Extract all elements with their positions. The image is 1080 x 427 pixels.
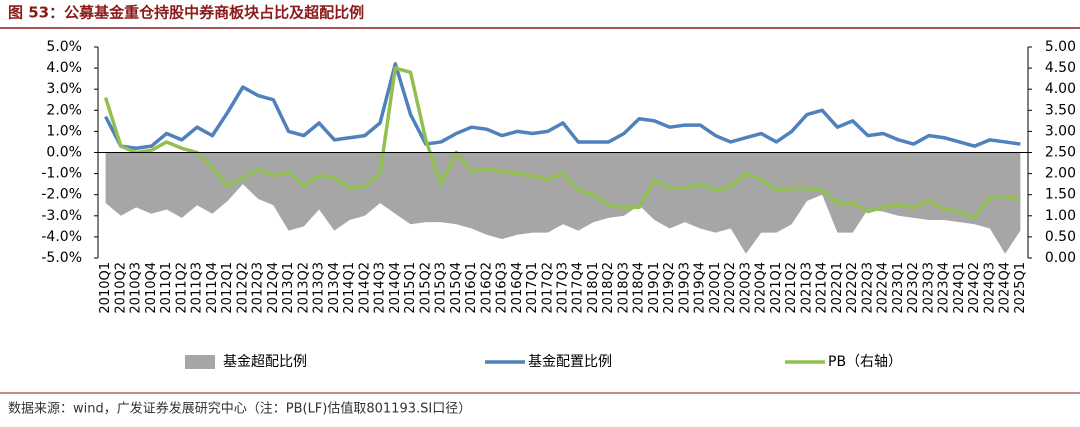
source-note: 数据来源：wind，广发证券发展研究中心（注：PB(LF)估值取801193.S…: [8, 401, 471, 417]
x-tick-label: 2017Q4: [571, 262, 586, 314]
x-tick-label: 2022Q4: [876, 262, 891, 314]
y-tick-label: -2.0%: [41, 187, 82, 203]
y-tick-label: 5.0%: [46, 39, 82, 55]
y2-tick-label: 1.50: [1045, 187, 1076, 203]
x-tick-label: 2011Q3: [190, 262, 205, 314]
x-tick-label: 2015Q3: [434, 262, 449, 314]
x-tick-label: 2022Q1: [830, 262, 845, 314]
x-tick-label: 2019Q3: [677, 262, 692, 314]
y2-tick-label: 1.00: [1045, 208, 1076, 224]
x-tick-label: 2013Q4: [327, 262, 342, 314]
x-tick-label: 2012Q3: [251, 262, 266, 314]
y-tick-label: -1.0%: [41, 166, 82, 182]
x-tick-label: 2017Q1: [525, 262, 540, 314]
y2-tick-label: 5.00: [1045, 39, 1076, 55]
y-tick-label: 1.0%: [46, 123, 82, 139]
x-tick-label: 2015Q2: [418, 262, 433, 314]
legend-swatch: [185, 355, 215, 369]
x-tick-label: 2023Q2: [906, 262, 921, 314]
y-tick-label: -4.0%: [41, 229, 82, 245]
x-tick-label: 2012Q1: [220, 262, 235, 314]
y2-tick-label: 0.50: [1045, 229, 1076, 245]
x-tick-label: 2015Q1: [403, 262, 418, 314]
x-tick-label: 2021Q2: [784, 262, 799, 314]
y2-tick-label: 0.00: [1045, 250, 1076, 266]
y-tick-label: -5.0%: [41, 250, 82, 266]
y2-tick-label: 3.50: [1045, 102, 1076, 118]
x-tick-label: 2018Q2: [601, 262, 616, 314]
area: [105, 152, 1021, 254]
x-tick-label: 2016Q3: [495, 262, 510, 314]
x-tick-label: 2013Q3: [312, 262, 327, 314]
x-tick-label: 2014Q3: [373, 262, 388, 314]
x-tick-label: 2023Q1: [891, 262, 906, 314]
x-tick-label: 2011Q2: [174, 262, 189, 314]
x-tick-label: 2015Q4: [449, 262, 464, 314]
y2-tick-label: 2.00: [1045, 166, 1076, 182]
y-tick-label: 2.0%: [46, 102, 82, 118]
x-tick-label: 2014Q1: [342, 262, 357, 314]
x-tick-label: 2017Q3: [556, 262, 571, 314]
y-tick-label: 4.0%: [46, 60, 82, 76]
x-tick-label: 2010Q4: [144, 262, 159, 314]
y-tick-label: -3.0%: [41, 208, 82, 224]
chart-title: 图 53：公募基金重仓持股中券商板块占比及超配比例: [8, 4, 364, 22]
x-tick-label: 2020Q1: [708, 262, 723, 314]
x-tick-label: 2019Q1: [647, 262, 662, 314]
y2-tick-label: 2.50: [1045, 145, 1076, 161]
x-tick-label: 2023Q3: [921, 262, 936, 314]
x-tick-label: 2023Q4: [937, 262, 952, 314]
x-tick-label: 2024Q4: [998, 262, 1013, 314]
line: [103, 66, 1021, 220]
x-tick-label: 2010Q3: [129, 262, 144, 314]
x-tick-label: 2010Q1: [98, 262, 113, 314]
x-tick-label: 2020Q4: [754, 262, 769, 314]
x-tick-label: 2017Q2: [540, 262, 555, 314]
x-tick-label: 2011Q4: [205, 262, 220, 314]
x-tick-label: 2022Q3: [860, 262, 875, 314]
x-tick-label: 2021Q1: [769, 262, 784, 314]
x-tick-label: 2020Q3: [738, 262, 753, 314]
x-tick-label: 2016Q1: [464, 262, 479, 314]
legend-label: 基金超配比例: [223, 353, 307, 370]
x-tick-label: 2013Q1: [281, 262, 296, 314]
x-tick-label: 2016Q2: [479, 262, 494, 314]
x-tick-label: 2018Q3: [616, 262, 631, 314]
legend-label: PB（右轴）: [828, 354, 902, 370]
x-tick-label: 2014Q2: [357, 262, 372, 314]
y2-tick-label: 4.00: [1045, 81, 1076, 97]
x-tick-label: 2018Q4: [632, 262, 647, 314]
y2-tick-label: 4.50: [1045, 60, 1076, 76]
x-tick-label: 2012Q2: [235, 262, 250, 314]
line: [104, 62, 1021, 151]
x-tick-label: 2019Q4: [693, 262, 708, 314]
x-tick-label: 2019Q2: [662, 262, 677, 314]
x-tick-label: 2012Q4: [266, 262, 281, 314]
x-tick-label: 2025Q1: [1013, 262, 1028, 314]
y2-tick-label: 3.00: [1045, 123, 1076, 139]
x-tick-label: 2021Q3: [799, 262, 814, 314]
x-tick-label: 2013Q2: [296, 262, 311, 314]
x-tick-label: 2018Q1: [586, 262, 601, 314]
x-tick-label: 2024Q3: [982, 262, 997, 314]
x-tick-label: 2014Q4: [388, 262, 403, 314]
y-tick-label: 3.0%: [46, 81, 82, 97]
x-tick-label: 2011Q1: [159, 262, 174, 314]
legend-label: 基金配置比例: [528, 353, 612, 370]
x-tick-label: 2016Q4: [510, 262, 525, 314]
x-tick-label: 2010Q2: [113, 262, 128, 314]
x-tick-label: 2020Q2: [723, 262, 738, 314]
x-tick-label: 2024Q1: [952, 262, 967, 314]
x-tick-label: 2021Q4: [815, 262, 830, 314]
x-tick-label: 2022Q2: [845, 262, 860, 314]
y-tick-label: 0.0%: [46, 145, 82, 161]
x-tick-label: 2024Q2: [967, 262, 982, 314]
